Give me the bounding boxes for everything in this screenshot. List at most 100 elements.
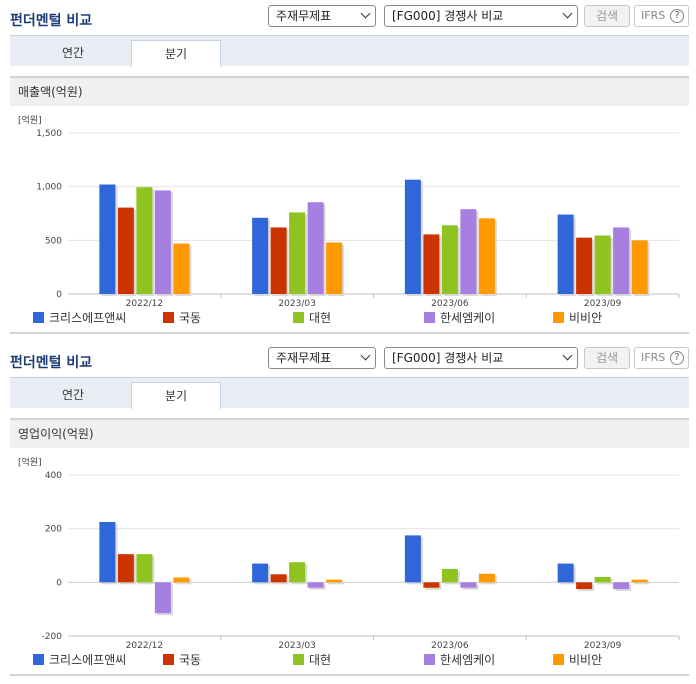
bar	[404, 535, 421, 583]
fundamental-panel-operating-profit: 펀더멘털 비교 주재무제표 [FG000] 경쟁사 비교 검색 IFRS ? 연…	[0, 342, 696, 684]
x-tick-label: 2023/06	[431, 641, 469, 650]
legend-item[interactable]: 국동	[163, 652, 201, 668]
fundamental-panel-sales: 펀더멘털 비교 주재무제표 [FG000] 경쟁사 비교 검색 IFRS ? 연…	[10, 5, 689, 334]
compare-value: [FG000] 경쟁사 비교	[392, 9, 504, 23]
bar	[423, 582, 440, 588]
ifrs-label: IFRS	[641, 351, 666, 364]
unit-label: [억원]	[18, 114, 42, 126]
legend-swatch	[553, 654, 564, 665]
legend-label: 한세엠케이	[440, 653, 496, 667]
bar	[99, 521, 116, 583]
compare-select[interactable]: [FG000] 경쟁사 비교	[384, 5, 578, 27]
bar	[613, 227, 630, 294]
bar	[326, 242, 343, 294]
legend-label: 한세엠케이	[440, 311, 496, 325]
y-tick-label: 0	[56, 578, 62, 588]
bar	[441, 568, 458, 583]
y-tick-label: 400	[45, 471, 62, 481]
bar	[594, 235, 611, 294]
ifrs-help-button[interactable]: IFRS ?	[634, 5, 689, 27]
bar	[576, 237, 593, 294]
bar	[557, 214, 574, 294]
legend-item[interactable]: 크리스에프앤씨	[33, 310, 126, 326]
compare-select[interactable]: [FG000] 경쟁사 비교	[384, 347, 578, 369]
bar	[289, 562, 306, 583]
bar	[117, 207, 134, 294]
y-tick-label: 500	[45, 236, 62, 246]
bar	[270, 574, 287, 583]
legend-swatch	[293, 312, 304, 323]
tab-quarterly[interactable]: 분기	[131, 382, 221, 409]
y-tick-label: -200	[42, 632, 63, 642]
y-tick-label: 1,000	[36, 183, 62, 193]
legend-item[interactable]: 국동	[163, 310, 201, 326]
legend-item[interactable]: 대현	[293, 652, 331, 668]
legend-label: 비비안	[569, 311, 603, 325]
tab-quarterly[interactable]: 분기	[131, 40, 221, 67]
bar	[594, 576, 611, 583]
bar	[326, 579, 343, 583]
divider	[10, 332, 689, 334]
x-tick-label: 2022/12	[126, 641, 163, 650]
bar	[404, 179, 421, 294]
legend-item[interactable]: 비비안	[553, 310, 602, 326]
bar-shadow	[328, 581, 345, 585]
legend-label: 대현	[309, 653, 332, 667]
bar	[117, 554, 134, 583]
panel-title: 펀더멘털 비교	[10, 355, 93, 371]
search-button[interactable]: 검색	[584, 347, 630, 369]
bar	[154, 582, 171, 614]
bar	[173, 243, 190, 294]
chart-legend: 크리스에프앤씨 국동 대현 한세엠케이 비비안	[0, 650, 696, 670]
bar	[307, 202, 324, 294]
x-tick-label: 2023/09	[584, 641, 622, 650]
legend-label: 크리스에프앤씨	[49, 311, 127, 325]
x-tick-label: 2023/09	[584, 299, 622, 308]
y-tick-label: 1,500	[36, 129, 62, 139]
chevron-down-icon	[360, 8, 371, 19]
ifrs-label: IFRS	[641, 9, 666, 22]
chart-title: 영업이익(억원)	[10, 418, 689, 448]
compare-value: [FG000] 경쟁사 비교	[392, 351, 504, 365]
chevron-down-icon	[562, 350, 573, 361]
bar	[478, 573, 495, 583]
legend-swatch	[33, 654, 44, 665]
chevron-down-icon	[562, 8, 573, 19]
legend-swatch	[163, 654, 174, 665]
bar	[631, 579, 648, 583]
bar-shadow	[633, 581, 650, 585]
y-tick-label: 0	[56, 290, 62, 300]
tab-annual[interactable]: 연간	[61, 46, 85, 60]
tab-annual[interactable]: 연간	[61, 388, 85, 402]
legend-label: 크리스에프앤씨	[49, 653, 127, 667]
bar	[557, 563, 574, 583]
report-type-select[interactable]: 주재무제표	[268, 347, 376, 369]
bar	[631, 240, 648, 294]
ifrs-help-button[interactable]: IFRS ?	[634, 347, 689, 369]
bar	[423, 234, 440, 294]
bar	[441, 225, 458, 294]
bar	[613, 582, 630, 590]
legend-item[interactable]: 비비안	[553, 652, 602, 668]
legend-swatch	[163, 312, 174, 323]
x-tick-label: 2023/03	[278, 299, 315, 308]
legend-swatch	[33, 312, 44, 323]
sales-bar-chart: [억원] 0 500 1,000 1,500 2022/12 2023/03 2023/06 2…	[18, 114, 680, 308]
search-button[interactable]: 검색	[584, 5, 630, 27]
x-tick-label: 2023/06	[431, 299, 469, 308]
report-type-select[interactable]: 주재무제표	[268, 5, 376, 27]
legend-swatch	[553, 312, 564, 323]
legend-item[interactable]: 한세엠케이	[424, 310, 495, 326]
bar	[478, 218, 495, 294]
legend-item[interactable]: 대현	[293, 310, 331, 326]
period-tabs: 연간 분기	[10, 35, 689, 67]
bar	[576, 582, 593, 590]
unit-label: [억원]	[18, 456, 42, 468]
legend-item[interactable]: 크리스에프앤씨	[33, 652, 126, 668]
legend-label: 국동	[179, 653, 202, 667]
bar	[173, 577, 190, 583]
bar	[136, 554, 153, 583]
divider	[10, 674, 689, 676]
legend-item[interactable]: 한세엠케이	[424, 652, 495, 668]
bar	[99, 184, 116, 294]
